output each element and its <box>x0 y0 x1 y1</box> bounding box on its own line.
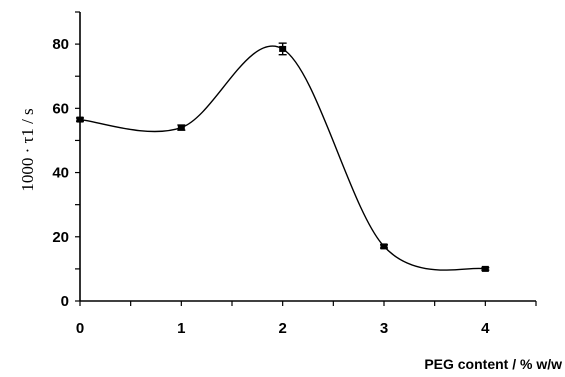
trend-curve-layer <box>79 45 486 271</box>
x-tick-label: 2 <box>278 320 286 337</box>
data-point <box>279 45 287 52</box>
data-point <box>76 116 84 123</box>
data-points-layer <box>76 42 490 272</box>
x-tick-label: 0 <box>76 320 84 337</box>
trend-curve <box>79 45 486 271</box>
y-axis-title: 1000 · τ1 / s <box>18 108 37 191</box>
y-tick-label: 20 <box>52 229 69 246</box>
y-tick-label: 80 <box>52 36 69 53</box>
data-point <box>481 265 489 272</box>
axes <box>75 11 537 306</box>
tick-labels-layer: 0 20 40 60 80 0 1 2 3 4 <box>52 36 490 337</box>
x-tick-label: 3 <box>380 320 388 337</box>
x-tick-label: 4 <box>481 320 490 337</box>
y-tick-label: 40 <box>52 165 69 182</box>
x-axis-title: PEG content / % w/w <box>424 356 562 372</box>
data-point <box>380 243 388 250</box>
y-tick-label: 0 <box>61 293 69 310</box>
data-point <box>177 124 185 131</box>
y-tick-label: 60 <box>52 100 69 117</box>
x-tick-label: 1 <box>177 320 185 337</box>
